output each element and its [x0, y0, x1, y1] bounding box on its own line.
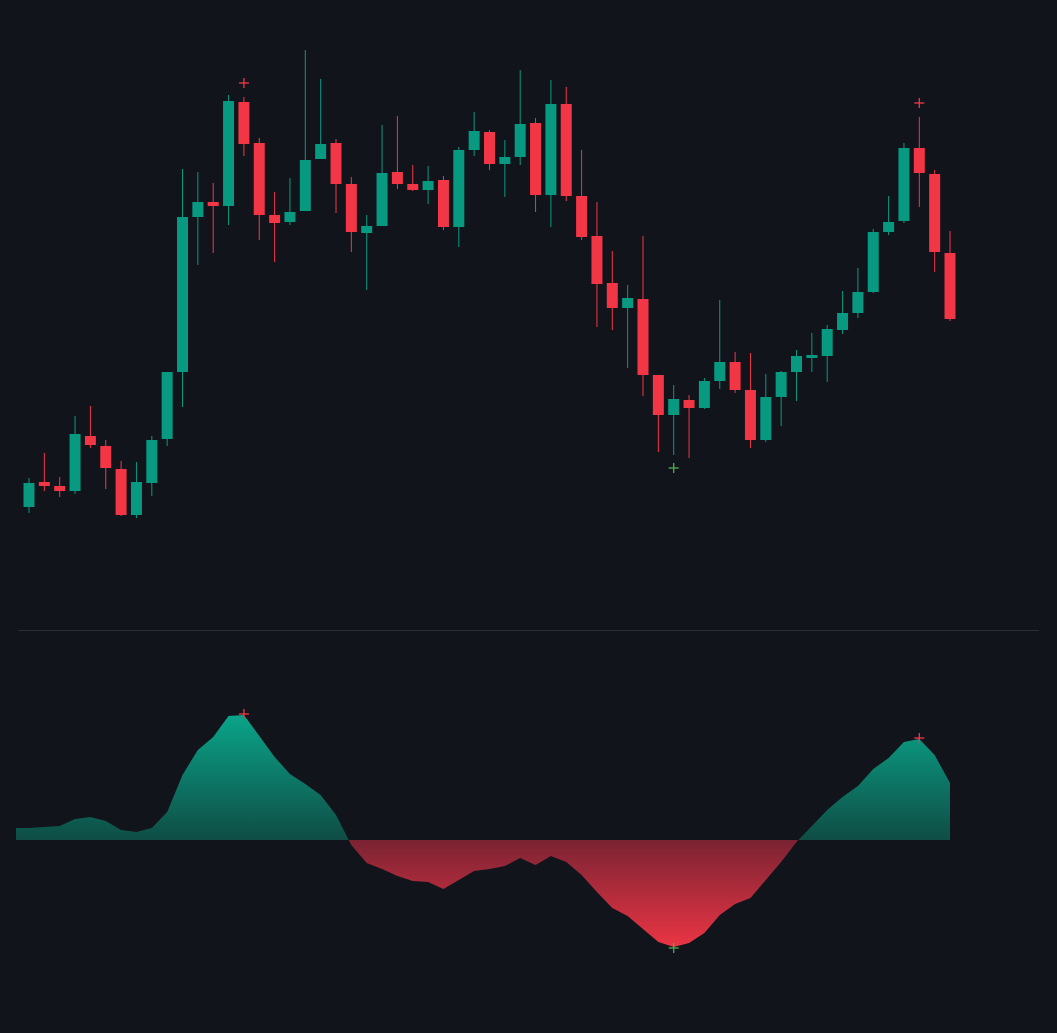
candle-body [729, 362, 741, 390]
candle-body [514, 124, 526, 157]
candle-body [192, 202, 204, 217]
candle-body [253, 143, 265, 215]
candle-body [560, 104, 572, 196]
candle-body [913, 148, 925, 173]
candle-body [407, 184, 419, 190]
sell-signal [238, 78, 249, 88]
candle-body [867, 232, 879, 292]
candle-body [38, 482, 50, 486]
candle-body [115, 469, 127, 515]
candle-body [668, 399, 680, 415]
candle-body [223, 101, 235, 206]
candle-body [591, 236, 603, 284]
candle-body [177, 217, 188, 372]
candle-body [330, 143, 342, 184]
candle-body [837, 313, 849, 330]
candle-body [744, 390, 756, 440]
candle-body [944, 253, 956, 319]
sell-signal [914, 733, 925, 743]
candle-body [791, 356, 802, 372]
candle-body [545, 104, 557, 195]
oscillator-area [16, 715, 950, 947]
candle-body [100, 446, 112, 468]
candle-body [698, 381, 710, 408]
candle-body [23, 483, 35, 507]
candle-body [361, 226, 373, 233]
candle-body [484, 132, 495, 164]
candle-body [852, 292, 864, 313]
candle-body [299, 160, 311, 211]
candle-body [161, 372, 173, 439]
candle-body [468, 131, 480, 150]
candle-body [453, 150, 465, 227]
candle-body [69, 434, 81, 491]
candle-body [898, 148, 910, 221]
candle-body [391, 172, 403, 184]
candle-body [437, 180, 449, 227]
candle-body [84, 436, 96, 445]
candle-body [622, 298, 634, 308]
sell-signal [914, 98, 925, 108]
sell-signal [238, 709, 249, 719]
candle-body [315, 144, 327, 159]
candle-body [284, 212, 296, 222]
buy-signal [668, 943, 679, 953]
candle-body [806, 355, 818, 358]
candle-body [714, 362, 726, 381]
candle-body [775, 372, 787, 397]
candle-body [499, 157, 511, 164]
candle-body [238, 102, 250, 144]
candle-body [422, 181, 434, 190]
candle-body [652, 375, 664, 415]
candle-body [130, 482, 142, 515]
candle-body [207, 202, 219, 206]
candle-body [637, 299, 649, 375]
candle-body [883, 222, 895, 232]
candle-body [760, 397, 772, 440]
candle-body [54, 486, 66, 491]
candle-body [683, 400, 695, 408]
candle-body [929, 174, 941, 252]
candle-body [146, 440, 158, 483]
candle-body [530, 123, 542, 195]
candle-body [345, 184, 357, 232]
candle-body [606, 283, 618, 308]
candle-body [576, 196, 588, 237]
candle-body [376, 173, 388, 226]
candle-body [821, 329, 833, 356]
buy-signal [668, 463, 679, 473]
candle-body [269, 215, 281, 223]
